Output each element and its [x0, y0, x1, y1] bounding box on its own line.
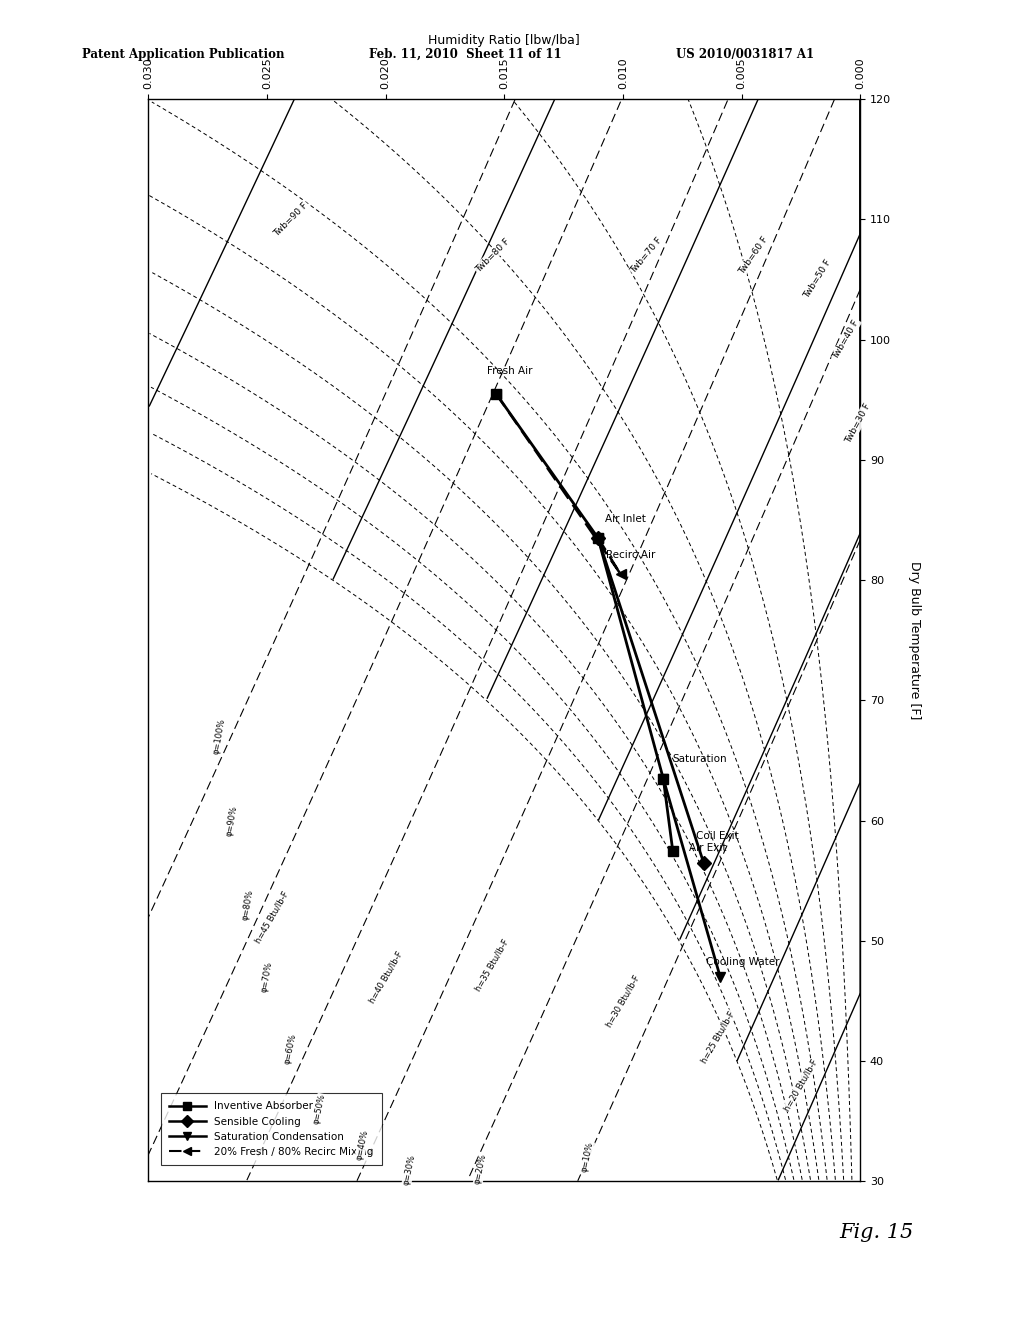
- Text: φ=60%: φ=60%: [284, 1034, 298, 1065]
- Text: φ=100%: φ=100%: [212, 718, 227, 755]
- Text: Twb=80 F: Twb=80 F: [474, 236, 511, 275]
- Text: h=45 Btu/lb-F: h=45 Btu/lb-F: [253, 890, 291, 944]
- Text: Air Inlet: Air Inlet: [605, 513, 646, 524]
- Text: φ=70%: φ=70%: [260, 961, 274, 993]
- Text: h=40 Btu/lb-F: h=40 Btu/lb-F: [368, 949, 404, 1005]
- Text: Cooling Water: Cooling Water: [706, 957, 779, 968]
- Text: φ=30%: φ=30%: [401, 1154, 417, 1185]
- Legend: Inventive Absorber, Sensible Cooling, Saturation Condensation, 20% Fresh / 80% R: Inventive Absorber, Sensible Cooling, Sa…: [161, 1093, 382, 1166]
- Text: Twb=60 F: Twb=60 F: [737, 235, 770, 276]
- Text: Twb=30 F: Twb=30 F: [844, 403, 872, 445]
- Text: φ=50%: φ=50%: [311, 1093, 327, 1126]
- Text: Feb. 11, 2010  Sheet 11 of 11: Feb. 11, 2010 Sheet 11 of 11: [369, 48, 561, 61]
- Text: Twb=40 F: Twb=40 F: [831, 318, 861, 360]
- Y-axis label: Dry Bulb Temperature [F]: Dry Bulb Temperature [F]: [907, 561, 921, 719]
- Text: Fresh Air: Fresh Air: [486, 366, 532, 376]
- Text: h=20 Btu/lb-F: h=20 Btu/lb-F: [782, 1057, 819, 1113]
- Text: φ=20%: φ=20%: [473, 1154, 488, 1185]
- Text: Twb=90 F: Twb=90 F: [272, 201, 309, 238]
- Text: Coil Exit: Coil Exit: [696, 832, 739, 841]
- Text: US 2010/0031817 A1: US 2010/0031817 A1: [676, 48, 814, 61]
- Text: Twb=70 F: Twb=70 F: [629, 235, 665, 275]
- Text: φ=40%: φ=40%: [354, 1129, 370, 1162]
- Text: h=30 Btu/lb-F: h=30 Btu/lb-F: [604, 973, 641, 1028]
- Text: φ=90%: φ=90%: [224, 805, 239, 837]
- Text: Air Exit: Air Exit: [689, 843, 727, 853]
- Text: φ=10%: φ=10%: [580, 1142, 595, 1173]
- Text: Patent Application Publication: Patent Application Publication: [82, 48, 285, 61]
- Text: Fig. 15: Fig. 15: [840, 1224, 914, 1242]
- Text: h=35 Btu/lb-F: h=35 Btu/lb-F: [474, 937, 511, 993]
- X-axis label: Humidity Ratio [lbw/lba]: Humidity Ratio [lbw/lba]: [428, 33, 581, 46]
- Text: Recirc Air: Recirc Air: [606, 549, 655, 560]
- Text: φ=80%: φ=80%: [241, 888, 255, 921]
- Text: h=25 Btu/lb-F: h=25 Btu/lb-F: [699, 1010, 736, 1065]
- Text: Twb=50 F: Twb=50 F: [802, 259, 833, 301]
- Text: Saturation: Saturation: [673, 754, 727, 764]
